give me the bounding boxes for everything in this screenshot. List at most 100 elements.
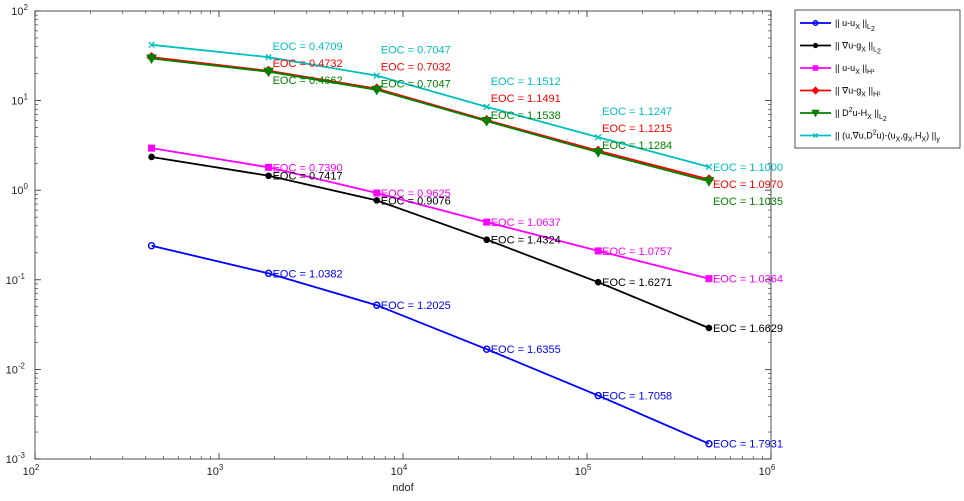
- data-point-marker: [265, 172, 272, 180]
- data-point-marker: [594, 391, 602, 400]
- data-point-marker: [594, 247, 602, 255]
- eoc-annotations: EOC = 1.0382 EOC = 1.2025 EOC = 1.6355 EOC …: [273, 41, 783, 451]
- data-point-marker: [483, 236, 490, 244]
- y-tick-label: 10-1: [6, 272, 26, 287]
- series-4: [146, 54, 715, 187]
- eoc-label: EOC = 1.7058: [602, 391, 672, 403]
- legend-item-2[interactable]: || u-uX ||H¹: [800, 63, 875, 76]
- data-point-marker: [148, 41, 155, 49]
- series-5: [148, 41, 713, 171]
- series-line: [151, 43, 710, 168]
- x-axis-label: ndof: [392, 482, 414, 494]
- eoc-label: EOC = 0.4709: [273, 41, 343, 53]
- eoc-label: EOC = 1.6271: [602, 277, 672, 289]
- eoc-label: EOC = 0.9076: [381, 195, 451, 207]
- data-point-marker: [811, 86, 820, 95]
- data-point-marker: [264, 269, 273, 278]
- y-tick-label: 10-2: [6, 361, 26, 376]
- legend-item-0[interactable]: || u-uX ||L2: [800, 18, 875, 33]
- data-point-marker: [371, 85, 383, 96]
- data-point-marker: [592, 148, 604, 158]
- series-line: [151, 156, 710, 329]
- legend-label: || ∇u-gX ||H¹: [835, 86, 881, 99]
- series-line: [151, 56, 710, 181]
- data-point-marker: [812, 20, 819, 26]
- eoc-label: EOC = 1.7931: [713, 439, 783, 451]
- eoc-label: EOC = 1.1538: [491, 110, 561, 122]
- data-point-marker: [483, 218, 491, 226]
- eoc-label: EOC = 1.6355: [491, 344, 561, 356]
- eoc-label: EOC = 1.1512: [491, 76, 561, 88]
- eoc-label: EOC = 1.1215: [602, 123, 672, 135]
- legend-label: || ∇u-gX ||L2: [835, 41, 881, 56]
- series-line: [151, 147, 710, 280]
- data-point-marker: [148, 153, 155, 161]
- eoc-label: EOC = 0.7417: [273, 171, 343, 183]
- eoc-label: EOC = 1.1000: [713, 162, 783, 174]
- plot-area: [146, 41, 715, 448]
- legend-item-3[interactable]: || ∇u-gX ||H¹: [800, 86, 881, 99]
- eoc-label: EOC = 1.2025: [381, 300, 451, 312]
- eoc-label: EOC = 1.4324: [491, 235, 561, 247]
- series-0: [147, 242, 713, 448]
- data-point-marker: [373, 301, 381, 309]
- data-point-marker: [483, 103, 490, 111]
- data-point-marker: [705, 275, 713, 283]
- data-point-marker: [705, 163, 713, 171]
- data-point-marker: [812, 42, 819, 49]
- data-point-marker: [594, 278, 602, 286]
- y-tick-label: 100: [11, 182, 28, 197]
- series-line: [151, 244, 710, 445]
- legend-label: || D2u-HX ||L2: [835, 107, 887, 123]
- eoc-label: EOC = 0.7047: [381, 79, 451, 91]
- eoc-label: EOC = 0.7032: [381, 62, 451, 74]
- y-tick-label: 102: [11, 3, 28, 18]
- data-point-marker: [812, 65, 819, 71]
- x-tick-label: 103: [207, 463, 224, 478]
- eoc-label: EOC = 1.0970: [713, 179, 783, 191]
- legend-label: || u-uX ||H¹: [835, 63, 875, 76]
- eoc-label: EOC = 0.7390: [273, 162, 343, 174]
- legend-item-5[interactable]: || (u,∇u,D2u)-(uX,gX,HX) ||y: [800, 130, 940, 144]
- data-point-marker: [147, 242, 156, 250]
- legend[interactable]: || u-uX ||L2 || ∇u-gX ||L2 || u-uX ||H¹ || …: [794, 9, 961, 149]
- data-point-marker: [812, 132, 819, 139]
- y-tick-label: 101: [11, 93, 28, 108]
- eoc-label: EOC = 0.4662: [273, 75, 343, 87]
- series-1: [148, 153, 713, 332]
- data-point-marker: [265, 53, 272, 61]
- eoc-label: EOC = 1.1284: [602, 140, 672, 152]
- legend-label: || (u,∇u,D2u)-(uX,gX,HX) ||y: [835, 130, 940, 144]
- legend-box: [794, 9, 961, 149]
- legend-label: || u-uX ||L2: [835, 18, 875, 33]
- eoc-label: EOC = 1.6629: [713, 323, 783, 335]
- series-line: [151, 57, 710, 183]
- eoc-label: EOC = 1.0757: [602, 246, 672, 258]
- eoc-label: EOC = 1.0364: [713, 274, 783, 286]
- data-point-marker: [373, 197, 381, 204]
- x-tick-label: 104: [391, 463, 408, 478]
- data-point-marker: [373, 189, 381, 197]
- data-point-marker: [705, 324, 713, 332]
- eoc-label: EOC = 0.7047: [381, 45, 451, 57]
- eoc-label: EOC = 1.1247: [602, 106, 672, 118]
- eoc-label: EOC = 0.9625: [381, 188, 451, 200]
- data-point-marker: [594, 133, 602, 141]
- eoc-label: EOC = 1.0637: [491, 217, 561, 229]
- eoc-label: EOC = 0.4732: [273, 58, 343, 70]
- data-point-marker: [263, 67, 274, 78]
- x-tick-label: 105: [575, 463, 592, 478]
- data-point-marker: [482, 345, 491, 353]
- data-point-marker: [703, 177, 715, 187]
- data-point-marker: [811, 109, 820, 118]
- legend-item-4[interactable]: || D2u-HX ||L2: [800, 107, 887, 123]
- eoc-label: EOC = 1.1491: [491, 93, 561, 105]
- y-tick-label: 10-3: [6, 451, 26, 466]
- data-point-marker: [265, 163, 273, 171]
- x-tick-label: 102: [23, 463, 40, 478]
- legend-item-1[interactable]: || ∇u-gX ||L2: [800, 41, 881, 56]
- eoc-label: EOC = 1.1035: [713, 196, 783, 208]
- eoc-label: EOC = 1.0382: [273, 268, 343, 280]
- data-point-marker: [146, 54, 157, 65]
